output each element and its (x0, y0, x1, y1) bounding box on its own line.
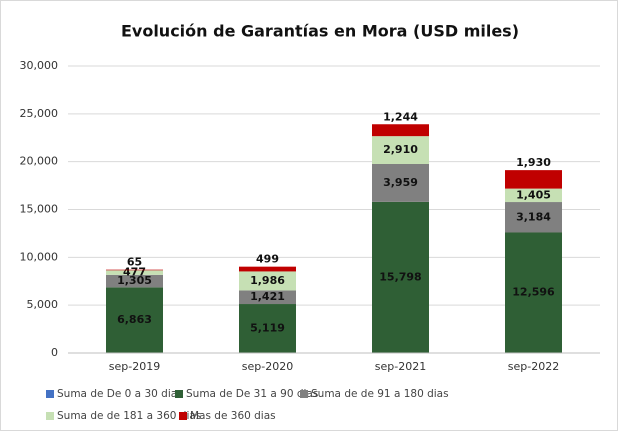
bar-segment (505, 188, 562, 203)
y-tick-label: 15,000 (20, 203, 59, 216)
data-label: 3,959 (383, 176, 418, 189)
legend-label: Suma de De 31 a 90 dias (186, 388, 318, 400)
y-tick-label: 5,000 (27, 298, 59, 311)
y-tick-label: 0 (51, 346, 58, 359)
y-tick-label: 30,000 (20, 59, 59, 72)
legend-label: Suma de de 91 a 180 dias (311, 388, 449, 400)
bar-segment (372, 163, 429, 202)
data-label: 1,405 (516, 188, 551, 201)
data-label: 15,798 (379, 270, 421, 283)
bar-segment (239, 290, 296, 305)
data-label: 2,910 (383, 143, 418, 156)
legend-swatch (179, 412, 187, 420)
legend-label: Suma de de 181 a 360 dias (57, 410, 201, 422)
legend-swatch (46, 390, 54, 398)
bar-segment (106, 287, 163, 353)
legend-swatch (300, 390, 308, 398)
data-label: 6,863 (117, 313, 152, 326)
data-label: 12,596 (512, 286, 555, 299)
bar-segment (106, 274, 163, 288)
bar-segment (505, 170, 562, 189)
bar-segment (372, 124, 429, 137)
bar-segment (239, 266, 296, 272)
bar-segment (372, 201, 429, 353)
data-label: 3,184 (516, 210, 551, 223)
x-tick-label: sep-2021 (375, 360, 426, 373)
bar-segment (505, 202, 562, 233)
bar-segment (372, 136, 429, 164)
bar-segment (106, 269, 163, 271)
y-tick-label: 10,000 (20, 250, 59, 263)
data-label: 499 (256, 253, 279, 266)
legend-swatch (175, 390, 183, 398)
legend-swatch (46, 412, 54, 420)
data-label: 1,421 (250, 290, 285, 303)
data-label: 1,244 (383, 110, 418, 123)
bar-segment (239, 271, 296, 291)
x-tick-label: sep-2020 (242, 360, 293, 373)
bar-segment (106, 270, 163, 275)
legend-label: Mas de 360 dias (190, 410, 276, 422)
data-label: 477 (123, 266, 146, 279)
legend-label: Suma de De 0 a 30 dias (57, 388, 183, 400)
data-label: 1,305 (117, 274, 152, 287)
data-label: 1,986 (250, 274, 285, 287)
y-tick-label: 20,000 (20, 155, 59, 168)
bar-segment (505, 232, 562, 353)
x-tick-label: sep-2022 (508, 360, 559, 373)
y-tick-label: 25,000 (20, 107, 59, 120)
data-label: 1,930 (516, 156, 551, 169)
data-label: 5,119 (250, 322, 285, 335)
data-label: 65 (127, 256, 142, 269)
bar-segment (239, 304, 296, 353)
chart-title: Evolución de Garantías en Mora (USD mile… (121, 22, 519, 41)
x-tick-label: sep-2019 (109, 360, 160, 373)
